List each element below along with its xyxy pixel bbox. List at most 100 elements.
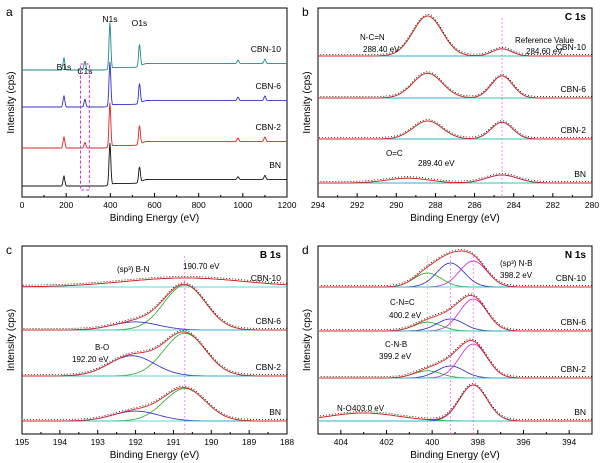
x-tick-label: 394 (562, 437, 576, 447)
x-axis-title: Binding Energy (eV) (110, 213, 200, 224)
fit-component (22, 322, 287, 330)
fit-envelope (22, 278, 287, 287)
series-label: CBN-6 (560, 84, 586, 94)
x-tick-label: 288 (428, 200, 442, 210)
x-tick-label: 398 (471, 437, 485, 447)
annotation: O=C (386, 149, 403, 158)
peak-label: C1s (77, 66, 92, 76)
x-tick-label: 282 (546, 200, 560, 210)
y-axis-title: Intensity (cps) (6, 71, 17, 133)
annotation: 190.70 eV (183, 262, 220, 271)
fit-component (318, 122, 592, 139)
series-label: BN (574, 407, 586, 417)
raw-data (319, 250, 592, 286)
annotation: 399.2 eV (379, 352, 412, 361)
annotation: 289.40 eV (418, 159, 455, 168)
x-axis-title: Binding Energy (eV) (110, 450, 200, 461)
x-tick-label: 1000 (233, 200, 252, 210)
fit-component (22, 333, 287, 376)
fit-component (22, 285, 287, 330)
x-tick-label: 0 (20, 200, 25, 210)
annotation: C-N=C (390, 298, 415, 307)
series-label: BN (574, 169, 586, 179)
plot-frame (22, 8, 287, 197)
fit-envelope (319, 385, 592, 421)
x-tick-label: 1200 (278, 200, 297, 210)
panel-letter: a (6, 5, 13, 19)
y-axis-title: Intensity (cps) (6, 309, 17, 371)
fit-component (318, 73, 592, 98)
fit-envelope (319, 251, 592, 287)
series-label: CBN-10 (556, 273, 587, 283)
x-tick-label: 188 (280, 437, 294, 447)
series-label: BN (269, 160, 281, 170)
series-label: CBN-10 (251, 44, 282, 54)
x-tick-label: 192 (128, 437, 142, 447)
raw-data (319, 384, 592, 420)
plot-frame (22, 246, 287, 434)
x-tick-label: 190 (204, 437, 218, 447)
series-label: CBN-2 (255, 362, 281, 372)
fit-envelope (318, 121, 592, 139)
fit-component (22, 411, 287, 421)
x-tick-label: 189 (242, 437, 256, 447)
figure: a0 200 400 600 800 1000 1200Binding Energy (eV… (0, 0, 600, 463)
annotation: B-O (95, 343, 109, 352)
annotation: N-O (337, 404, 352, 413)
panel-a: a 0 200 400 600 800 1000 1200 Binding Energy (eV… (6, 5, 297, 224)
raw-data (22, 277, 287, 286)
x-tick-label: 404 (334, 437, 348, 447)
annotation: N-C=N (360, 33, 385, 42)
raw-data (22, 330, 287, 374)
series-label: CBN-2 (560, 364, 586, 374)
series-label: CBN-6 (255, 316, 281, 326)
series-label: CBN-6 (560, 317, 586, 327)
series-label: CBN-6 (255, 81, 281, 91)
fit-component (319, 263, 592, 287)
peak-label: N1s (102, 14, 117, 24)
panel-c: c 195 194 193 192 191 190 189 188 Binding Energy … (6, 243, 294, 461)
raw-data (319, 339, 592, 377)
annotation: 403.0 eV (352, 404, 385, 413)
panel-title: C 1s (565, 12, 587, 23)
raw-data (319, 294, 592, 330)
series-label: CBN-2 (255, 122, 281, 132)
panel-letter: d (302, 243, 309, 257)
panel-d: d404 402 400 398 396 394Binding Energy (eV)In… (302, 243, 592, 461)
x-tick-label: 294 (311, 200, 325, 210)
fit-envelope (318, 175, 592, 183)
fit-component (319, 299, 592, 331)
panel-title: N 1s (565, 250, 587, 261)
y-axis-title: Intensity (cps) (302, 309, 313, 371)
x-tick-label: 280 (585, 200, 599, 210)
raw-data (318, 120, 592, 138)
annotation: 284.60 eV (526, 47, 563, 56)
y-axis-title: Intensity (cps) (302, 71, 313, 133)
series-line-CBN-2 (22, 103, 287, 148)
annotation: 400.2 eV (389, 311, 422, 320)
fit-envelope (22, 332, 287, 376)
annotation: 398.2 eV (500, 271, 533, 280)
fit-component (318, 121, 592, 139)
annotation: (sp³) B-N (117, 265, 150, 274)
x-tick-label: 396 (516, 437, 530, 447)
x-tick-label: 600 (147, 200, 161, 210)
series-label: BN (269, 407, 281, 417)
x-tick-label: 193 (91, 437, 105, 447)
x-tick-label: 194 (53, 437, 67, 447)
fit-component (22, 356, 287, 376)
fit-envelope (318, 73, 592, 98)
x-tick-label: 290 (389, 200, 403, 210)
annotation: 288.40 eV (363, 45, 400, 54)
fit-component (318, 175, 592, 183)
x-tick-label: 284 (507, 200, 521, 210)
x-tick-label: 292 (350, 200, 364, 210)
x-tick-label: 800 (192, 200, 206, 210)
panel-letter: b (302, 5, 309, 19)
annotation: (sp³) N-B (500, 259, 532, 268)
annotation: 192.20 eV (72, 355, 109, 364)
series-line-BN (22, 143, 287, 186)
fit-component (22, 389, 287, 421)
peak-label: B1s (57, 62, 72, 72)
x-tick-label: 400 (425, 437, 439, 447)
